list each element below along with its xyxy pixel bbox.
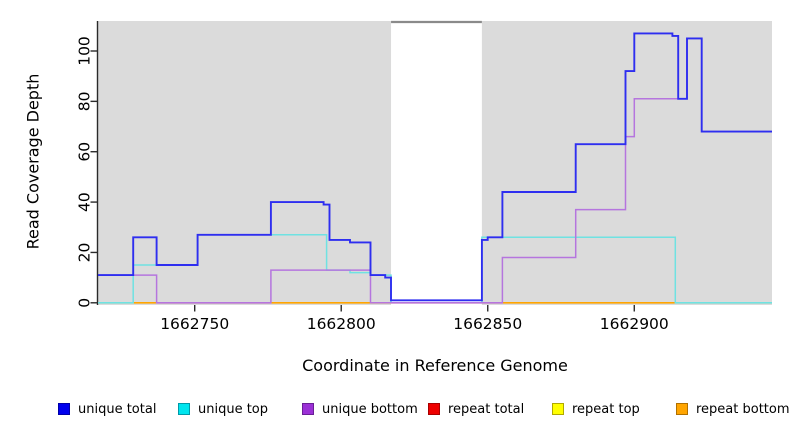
legend-swatch-icon xyxy=(676,403,688,415)
legend-item-repeat-bottom: repeat bottom xyxy=(676,398,790,420)
legend-label: repeat bottom xyxy=(696,401,790,417)
x-tick-label: 1662850 xyxy=(453,315,522,333)
legend-swatch-icon xyxy=(552,403,564,415)
legend-item-repeat-total: repeat total xyxy=(428,398,524,420)
x-tick-label: 1662800 xyxy=(307,315,376,333)
legend-item-repeat-top: repeat top xyxy=(552,398,640,420)
legend-swatch-icon xyxy=(178,403,190,415)
legend-label: repeat top xyxy=(572,401,640,417)
y-tick-label: 100 xyxy=(76,36,94,66)
y-tick-label: 20 xyxy=(76,243,94,263)
legend-item-unique-bottom: unique bottom xyxy=(302,398,418,420)
legend-swatch-icon xyxy=(302,403,314,415)
legend: unique total unique top unique bottom repea… xyxy=(0,398,792,424)
legend-item-unique-top: unique top xyxy=(178,398,268,420)
y-tick-label: 80 xyxy=(76,91,94,111)
series-line-unique-total xyxy=(98,32,772,302)
y-tick-label: 40 xyxy=(76,192,94,212)
legend-label: unique total xyxy=(78,401,157,417)
y-tick-label: 60 xyxy=(76,142,94,162)
legend-label: unique bottom xyxy=(322,401,418,417)
legend-label: unique top xyxy=(198,401,269,417)
x-tick-label: 1662750 xyxy=(160,315,229,333)
legend-swatch-icon xyxy=(428,403,440,415)
coverage-plot-canvas: 0 20 40 60 80 100 1662750 1662800 1662850 1662900 xyxy=(76,20,772,333)
legend-label: repeat total xyxy=(448,401,525,417)
y-tick-label: 0 xyxy=(76,298,94,308)
y-axis-title: Read Coverage Depth xyxy=(23,73,43,250)
legend-item-unique-total: unique total xyxy=(58,398,156,420)
masked-region xyxy=(391,21,482,305)
x-axis-title: Coordinate in Reference Genome xyxy=(302,356,568,375)
legend-swatch-icon xyxy=(58,403,70,415)
x-tick-label: 1662900 xyxy=(600,315,669,333)
